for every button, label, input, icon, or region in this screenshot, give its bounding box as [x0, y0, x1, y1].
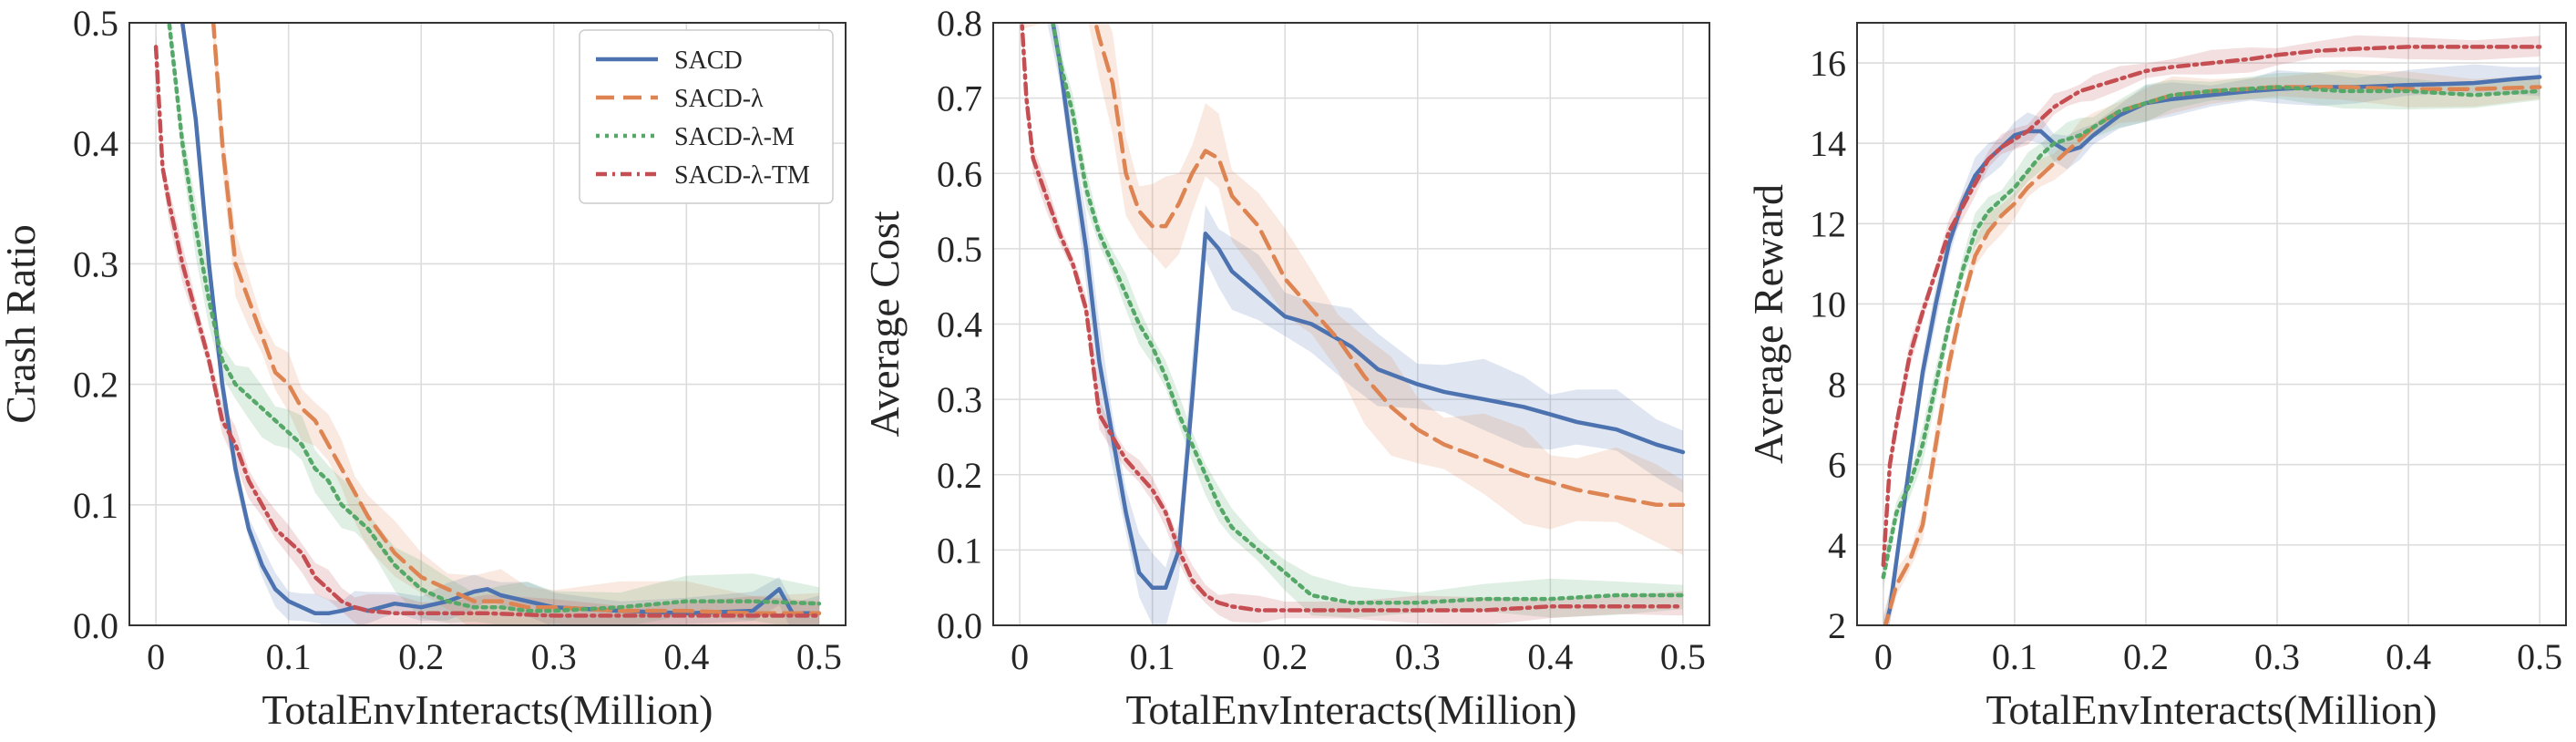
average-cost-x-tick-label: 0.3	[1395, 636, 1441, 677]
average-cost-panel: 0 0.1 0.2 0.3 0.4 0.5 0.0 0.1 0.2 0.3 0.4 0.5 0.6 0.7…	[861, 3, 1710, 733]
average-reward-y-tick-label: 10	[1810, 283, 1846, 325]
average-cost-series-line-2	[1051, 23, 1686, 605]
crash-ratio-series-line-3	[153, 45, 822, 618]
crash-ratio-x-axis-label: TotalEnvInteracts(Million)	[262, 686, 713, 733]
average-cost-x-tick-label: 0.1	[1130, 636, 1175, 677]
crash-ratio-series-line-2	[167, 23, 822, 613]
average-cost-x-tick-label: 0	[1011, 636, 1029, 677]
legend-label-3: SACD-λ-TM	[674, 161, 810, 190]
average-reward-band-2	[1883, 72, 2540, 590]
crash-ratio-x-tick-label: 0.1	[266, 636, 312, 677]
legend-box	[579, 29, 834, 204]
average-cost-y-tick-label: 0.2	[937, 455, 982, 496]
average-reward-y-tick-label: 4	[1828, 525, 1846, 566]
average-reward-series-line-3	[1881, 45, 2542, 568]
crash-ratio-y-tick-label: 0.5	[73, 3, 118, 44]
average-reward-x-tick-label: 0.5	[2517, 636, 2562, 677]
average-reward-panel: 0 0.1 0.2 0.3 0.4 0.5 2 4 6 8 10 12 14 16 TotalEnvInte…	[1745, 22, 2567, 733]
legend-label-1: SACD-λ	[674, 85, 764, 113]
average-cost-y-tick-label: 0.7	[937, 78, 982, 119]
crash-ratio-series-line-1	[210, 23, 822, 616]
average-cost-series-line-3	[1020, 23, 1686, 613]
crash-ratio-y-tick-label: 0.0	[73, 605, 118, 646]
average-cost-x-axis-label: TotalEnvInteracts(Million)	[1126, 686, 1577, 733]
crash-ratio-x-tick-label: 0.3	[531, 636, 577, 677]
average-reward-x-tick-label: 0	[1874, 636, 1893, 677]
crash-ratio-panel: 0 0.1 0.2 0.3 0.4 0.5 0.0 0.1 0.2 0.3 0.4 0.5 TotalE…	[0, 3, 847, 733]
average-reward-y-tick-label: 8	[1828, 365, 1846, 406]
legend: SACD SACD-λ SACD-λ-M SACD-λ-TM	[579, 29, 834, 204]
crash-ratio-y-tick-label: 0.4	[73, 123, 118, 164]
crash-ratio-y-tick-label: 0.3	[73, 243, 118, 284]
average-cost-plot-frame	[992, 22, 1710, 626]
average-cost-y-tick-label: 0.6	[937, 153, 982, 194]
crash-ratio-y-tick-label: 0.2	[73, 365, 118, 406]
average-reward-y-tick-label: 16	[1810, 43, 1846, 84]
legend-label-2: SACD-λ-M	[674, 123, 795, 151]
average-reward-y-tick-label: 2	[1828, 605, 1846, 646]
average-reward-y-tick-label: 14	[1810, 123, 1846, 164]
average-cost-y-tick-label: 0.1	[937, 530, 982, 571]
crash-ratio-y-tick-label: 0.1	[73, 485, 118, 526]
average-reward-x-tick-label: 0.2	[2123, 636, 2169, 677]
average-cost-series-line-0	[1051, 23, 1686, 590]
average-cost-x-tick-label: 0.5	[1660, 636, 1706, 677]
crash-ratio-x-tick-label: 0.2	[398, 636, 444, 677]
average-reward-plot-frame	[1856, 22, 2567, 626]
average-cost-y-tick-label: 0.5	[937, 229, 982, 270]
crash-ratio-band-2	[165, 23, 819, 625]
average-reward-x-tick-label: 0.1	[1992, 636, 2037, 677]
average-cost-band-1	[1020, 23, 1683, 555]
crash-ratio-x-tick-label: 0.4	[663, 636, 709, 677]
average-cost-y-tick-label: 0.8	[937, 3, 982, 44]
average-reward-y-axis-label: Average Reward	[1745, 184, 1791, 464]
average-reward-x-tick-label: 0.3	[2254, 636, 2300, 677]
crash-ratio-x-tick-label: 0	[147, 636, 165, 677]
average-reward-y-tick-label: 12	[1810, 203, 1846, 244]
legend-label-0: SACD	[674, 46, 743, 75]
crash-ratio-x-tick-label: 0.5	[796, 636, 842, 677]
average-reward-band-0	[1883, 64, 2540, 625]
average-reward-x-axis-label: TotalEnvInteracts(Million)	[1986, 686, 2437, 733]
average-reward-x-tick-label: 0.4	[2386, 636, 2431, 677]
average-cost-series-line-1	[1093, 23, 1686, 508]
average-cost-y-tick-label: 0.4	[937, 304, 982, 345]
average-cost-y-tick-label: 0.0	[937, 605, 982, 646]
average-reward-y-tick-label: 6	[1828, 445, 1846, 486]
average-cost-y-tick-label: 0.3	[937, 379, 982, 420]
crash-ratio-y-axis-label: Crash Ratio	[0, 224, 44, 423]
average-cost-x-tick-label: 0.2	[1262, 636, 1308, 677]
average-cost-y-axis-label: Average Cost	[861, 211, 908, 437]
crash-ratio-plot-frame	[128, 22, 847, 626]
average-cost-x-tick-label: 0.4	[1527, 636, 1573, 677]
average-reward-series-line-2	[1881, 85, 2542, 580]
